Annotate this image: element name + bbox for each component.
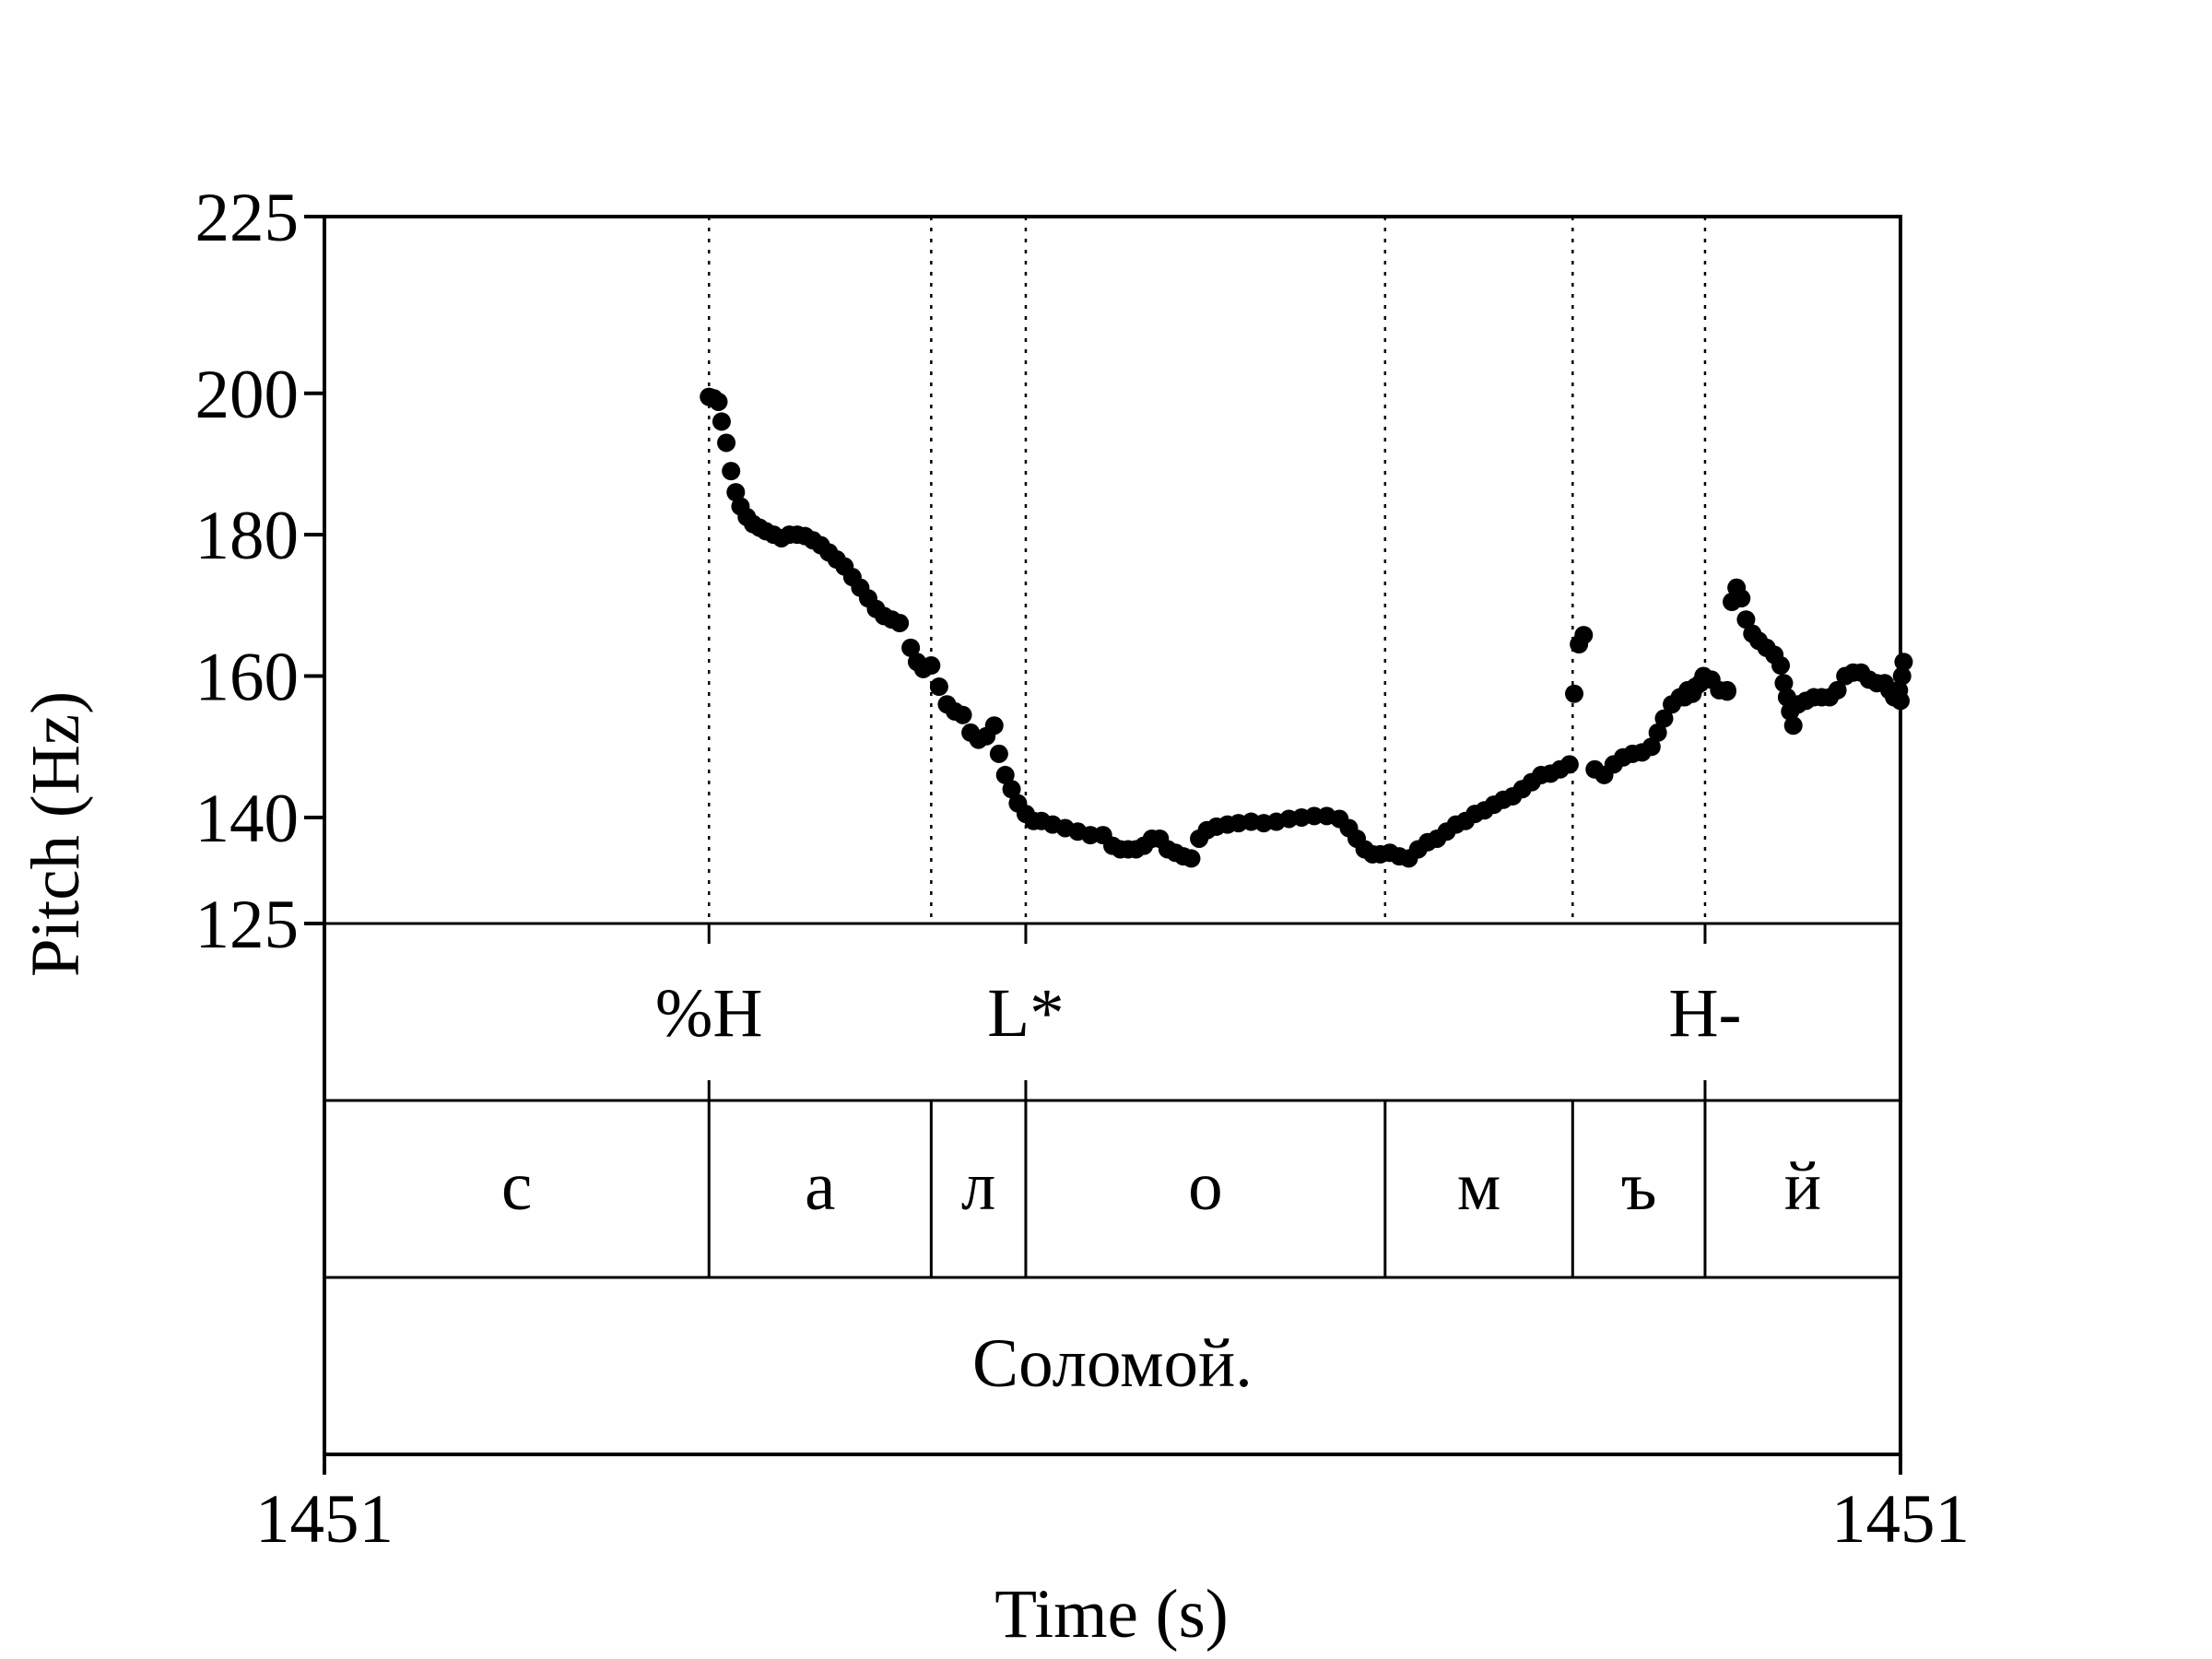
y-tick-label: 125 <box>195 887 300 963</box>
pitch-point <box>1182 849 1201 868</box>
pitch-point <box>953 705 972 724</box>
tone-label: L* <box>987 975 1064 1052</box>
y-axis-label: Pitch (Hz) <box>18 691 94 977</box>
pitch-point <box>1783 716 1803 735</box>
y-tick-label: 140 <box>195 781 300 857</box>
pitch-point <box>1888 688 1907 707</box>
pitch-point <box>1081 826 1100 845</box>
tone-label: H- <box>1668 975 1741 1052</box>
pitch-point <box>717 433 736 453</box>
pitch-point <box>1732 589 1751 608</box>
plot-area <box>700 217 1913 924</box>
segment-label: а <box>805 1148 835 1225</box>
x-tick-label: 1451 <box>1831 1481 1970 1558</box>
axes: 125 140 160 180 200 225 1451 1451 <box>195 180 1971 1558</box>
y-tick-label: 200 <box>195 357 300 433</box>
y-tick-label: 180 <box>195 498 300 574</box>
segment-label: с <box>501 1148 532 1225</box>
segment-label: о <box>1188 1148 1223 1225</box>
pitch-point <box>1774 674 1794 693</box>
pitch-point <box>1771 656 1791 676</box>
pitch-point <box>995 765 1015 784</box>
pitch-point <box>1828 680 1847 700</box>
pitch-point <box>1002 780 1021 799</box>
pitch-point <box>1736 610 1756 629</box>
annotation-tiers: %H L* H-с а л о м ъ й Соломой. <box>324 922 1900 1402</box>
pitch-point <box>1304 806 1324 826</box>
pitch-point <box>726 483 746 502</box>
x-tick-label: 1451 <box>255 1481 394 1558</box>
y-tick-label: 160 <box>195 640 300 716</box>
pitch-point <box>1648 723 1667 742</box>
word-label: Соломой. <box>972 1325 1253 1402</box>
pitch-point <box>709 392 728 411</box>
plot-frame <box>323 215 1902 1456</box>
x-axis-label: Time (s) <box>994 1576 1229 1653</box>
pitch-point <box>722 462 741 481</box>
segment-label: л <box>961 1148 995 1225</box>
pitch-point <box>890 614 910 633</box>
pitch-point <box>1717 682 1736 701</box>
pitch-point <box>1565 684 1584 703</box>
pitch-point <box>1894 653 1913 672</box>
pitch-point <box>1675 688 1694 707</box>
pitch-point <box>1574 626 1594 645</box>
pitch-point <box>901 638 921 657</box>
pitch-point <box>929 677 948 697</box>
pitch-point <box>1654 709 1674 728</box>
pitch-point <box>712 412 731 431</box>
pitch-point <box>984 716 1004 735</box>
segment-label: м <box>1457 1148 1500 1225</box>
segment-label: й <box>1784 1148 1821 1225</box>
segment-label: ъ <box>1621 1148 1657 1225</box>
tone-label: %H <box>655 975 763 1052</box>
y-tick-label: 225 <box>195 180 300 256</box>
pitch-point <box>1559 755 1579 774</box>
pitch-point <box>922 656 941 676</box>
pitch-point <box>989 744 1008 763</box>
pitch-point <box>1641 737 1661 757</box>
